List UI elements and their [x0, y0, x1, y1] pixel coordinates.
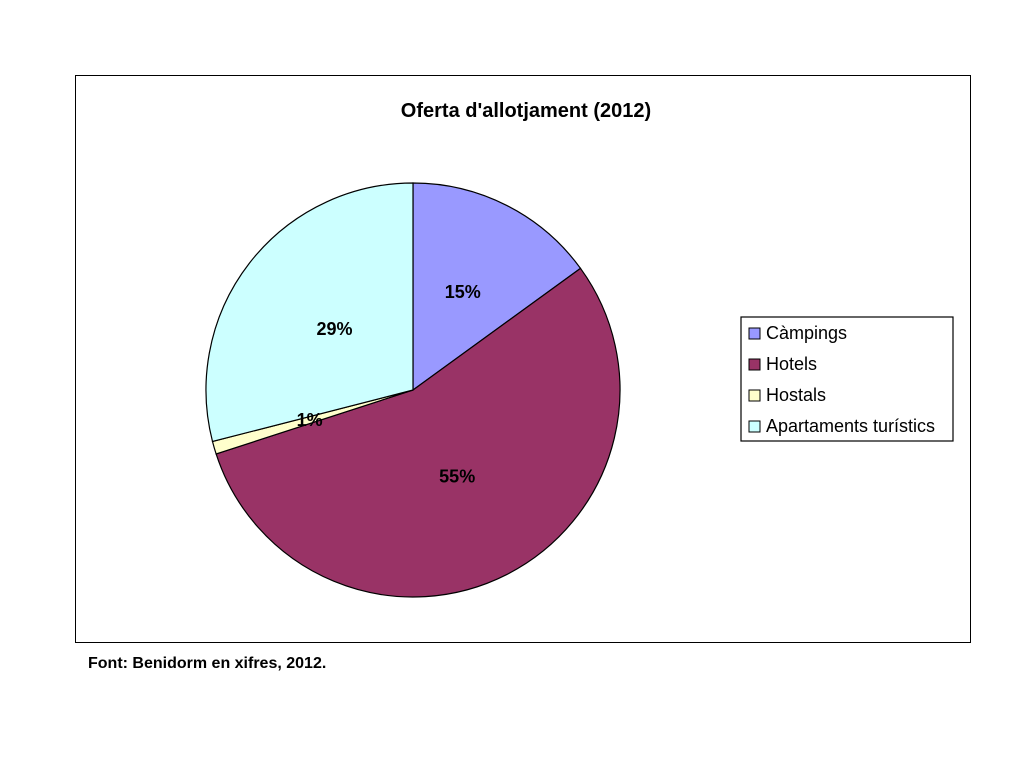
chart-title: Oferta d'allotjament (2012) [401, 100, 651, 122]
data-label-hostals: 1% [297, 410, 323, 430]
legend-item-hostals: Hostals [748, 385, 826, 405]
legend-swatch [748, 327, 761, 340]
pie-slice-hotels [215, 267, 621, 598]
source-note: Font: Benidorm en xifres, 2012. [88, 655, 327, 672]
legend-box [740, 316, 954, 442]
data-label-hotels: 55% [439, 467, 475, 487]
legend-swatch [748, 358, 761, 371]
legend-swatch [748, 389, 761, 402]
chart-frame: Oferta d'allotjament (2012) 15% 55% 1% 29% … [75, 75, 971, 643]
data-label-apartaments-turistics: 29% [316, 319, 352, 339]
pie-chart: Oferta d'allotjament (2012) 15%55%1%29% … [205, 100, 954, 598]
legend-item-apartaments-turistics: Apartaments turístics [748, 416, 935, 436]
legend-label: Hostals [766, 385, 826, 405]
pie-slices [205, 182, 621, 598]
pie-slice-campings [412, 182, 582, 392]
legend-item-hotels: Hotels [748, 354, 817, 374]
data-label-campings: 15% [445, 282, 481, 302]
legend-label: Hotels [766, 354, 817, 374]
legend-label: Càmpings [766, 323, 847, 343]
pie-data-labels: 15% 55% 1% 29% [297, 282, 481, 487]
legend-label: Apartaments turístics [766, 416, 935, 436]
pie-slice-apartaments-turistics [205, 182, 414, 443]
legend-swatch [748, 420, 761, 433]
legend-item-campings: Càmpings [748, 323, 847, 343]
chart-legend: Càmpings Hotels Hostals Apartaments turísti… [740, 316, 954, 442]
